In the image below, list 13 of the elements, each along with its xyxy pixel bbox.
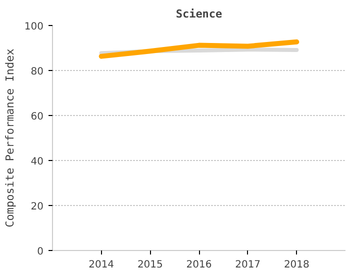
x-tick-label: 2014 bbox=[88, 260, 114, 270]
y-tick-label: 0 bbox=[37, 246, 44, 258]
x-tick-label: 2015 bbox=[137, 260, 163, 270]
chart-title: Science bbox=[176, 8, 223, 20]
y-tick-label: 20 bbox=[30, 202, 44, 212]
x-tick-label: 2018 bbox=[284, 260, 310, 270]
x-tick-label: 2016 bbox=[186, 260, 212, 270]
y-tick-label: 80 bbox=[30, 66, 44, 78]
y-tick-label: 100 bbox=[24, 22, 44, 32]
y-tick-label: 60 bbox=[30, 112, 44, 122]
y-axis-title: Composite Performance Index bbox=[3, 48, 16, 228]
y-tick-label: 40 bbox=[30, 156, 44, 168]
x-tick-label: 2017 bbox=[235, 260, 261, 270]
